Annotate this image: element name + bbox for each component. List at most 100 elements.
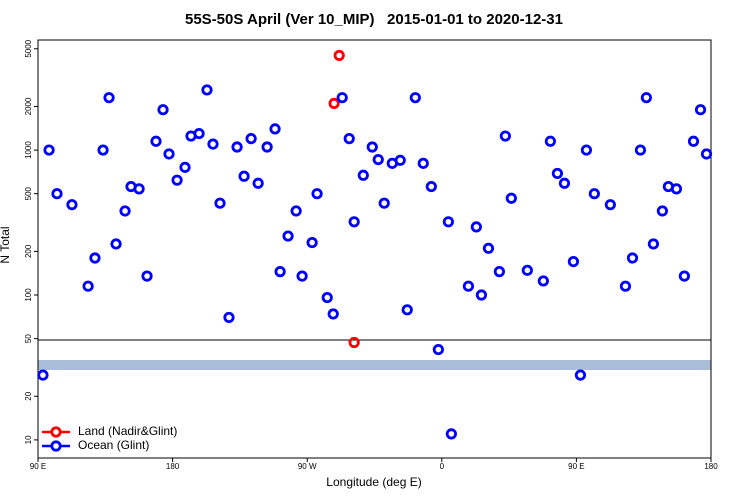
point [179, 161, 191, 173]
point [306, 236, 318, 249]
point [214, 197, 226, 209]
point [604, 199, 616, 211]
point [66, 199, 78, 211]
point [171, 174, 183, 186]
point [348, 336, 360, 349]
point [133, 183, 145, 195]
point [238, 170, 250, 182]
point [493, 266, 505, 278]
point [193, 127, 205, 140]
point [372, 153, 384, 166]
point [558, 177, 571, 189]
point [626, 252, 639, 264]
point [401, 304, 413, 316]
y-tick-label: 10 [24, 435, 33, 444]
point [37, 369, 49, 381]
y-tick-label: 1000 [24, 141, 33, 159]
point [694, 104, 707, 116]
point [119, 205, 131, 217]
x-axis-label: Longitude (deg E) [326, 475, 421, 489]
point [462, 280, 475, 292]
chart-title: 55S-50S April (Ver 10_MIP) 2015-01-01 to… [185, 11, 563, 28]
point [425, 180, 437, 193]
point [274, 266, 286, 278]
point [687, 135, 700, 147]
y-tick-label: 200 [24, 244, 33, 258]
x-tick-label: 180 [704, 462, 718, 471]
y-axis-label: N Total [0, 226, 12, 263]
point [348, 216, 360, 228]
point [499, 130, 511, 142]
point [231, 141, 243, 153]
point [296, 270, 308, 282]
point [89, 252, 101, 264]
point [366, 141, 378, 153]
point [321, 291, 333, 304]
point [394, 154, 406, 166]
point [409, 92, 421, 104]
point [311, 188, 323, 200]
point [574, 369, 587, 381]
point [357, 169, 369, 181]
point [678, 270, 690, 282]
point [470, 221, 482, 233]
point [207, 138, 219, 150]
point [442, 216, 454, 228]
point [640, 92, 652, 104]
point [51, 188, 63, 200]
point [261, 141, 273, 153]
point [656, 205, 668, 217]
x-tick-label: 180 [166, 462, 180, 471]
point [157, 104, 169, 116]
point [445, 428, 457, 440]
point [110, 238, 122, 250]
x-tick-label: 90 E [568, 462, 584, 471]
point [150, 135, 162, 147]
point [619, 280, 632, 292]
point [343, 133, 355, 145]
point [482, 242, 495, 254]
point [417, 157, 429, 169]
point [634, 144, 647, 156]
y-tick-label: 500 [24, 186, 33, 200]
point [580, 144, 593, 156]
point [82, 280, 94, 292]
point [201, 84, 213, 96]
point [700, 148, 713, 160]
point [475, 289, 488, 301]
y-tick-label: 2000 [24, 97, 33, 115]
point [223, 311, 235, 324]
point [290, 205, 302, 217]
point [245, 133, 257, 145]
x-tick-label: 90 W [298, 462, 317, 471]
legend-marker [50, 426, 62, 438]
point [567, 255, 580, 268]
point [333, 49, 345, 62]
point [252, 177, 264, 189]
point [378, 197, 390, 209]
point [328, 97, 340, 109]
legend: Land (Nadir&Glint)Ocean (Glint) [42, 424, 177, 452]
legend-label: Land (Nadir&Glint) [78, 424, 177, 438]
point [282, 230, 294, 242]
point [521, 264, 533, 276]
point [327, 308, 339, 320]
point [588, 188, 600, 200]
point [336, 92, 348, 104]
y-tick-label: 50 [24, 334, 33, 343]
point [432, 343, 444, 356]
point [97, 144, 109, 156]
point [43, 144, 55, 156]
point [544, 135, 556, 147]
x-tick-label: 90 E [30, 462, 46, 471]
y-tick-label: 20 [24, 391, 33, 400]
point [670, 183, 683, 195]
point [551, 167, 564, 180]
point [647, 238, 660, 250]
plot-frame [37, 39, 712, 459]
point [537, 275, 549, 287]
point [141, 270, 153, 282]
legend-label: Ocean (Glint) [78, 438, 149, 452]
y-tick-label: 100 [24, 288, 33, 302]
point [163, 148, 175, 160]
